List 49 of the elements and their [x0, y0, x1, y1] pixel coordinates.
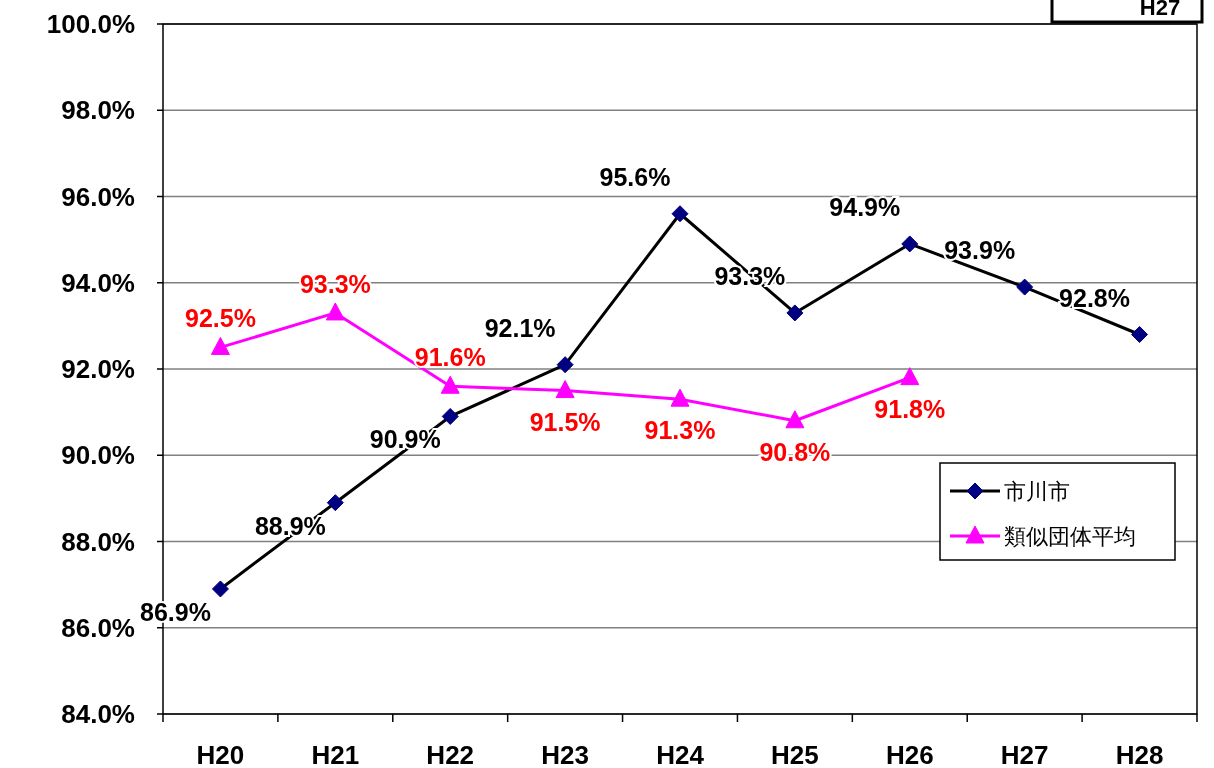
data-label: 92.1%: [484, 313, 556, 342]
legend-label: 類似団体平均: [1004, 524, 1136, 549]
y-tick-label: 92.0%: [61, 354, 135, 384]
y-tick-label: 90.0%: [61, 440, 135, 471]
x-tick-label: H24: [656, 740, 705, 768]
data-label: 90.8%: [759, 437, 831, 466]
point: [441, 407, 459, 425]
legend-label: 市川市: [1004, 479, 1070, 504]
point: [1016, 278, 1034, 296]
point: [671, 205, 689, 223]
point: [326, 494, 344, 512]
y-tick-label: 94.0%: [61, 267, 135, 298]
point: [440, 375, 460, 394]
point: [901, 235, 919, 253]
x-tick-label: H22: [426, 740, 475, 768]
y-tick-label: 86.0%: [61, 612, 135, 643]
y-tick-label: 100.0%: [46, 9, 135, 39]
point: [785, 410, 805, 429]
point: [210, 336, 230, 355]
x-tick-label: H28: [1115, 740, 1164, 768]
x-tick-label: H26: [885, 740, 934, 768]
point: [555, 380, 575, 399]
y-tick-label: 84.0%: [61, 699, 135, 729]
point: [670, 388, 690, 407]
x-tick-label: H21: [311, 740, 360, 768]
data-label: 95.6%: [599, 162, 671, 191]
x-tick-label: H25: [771, 740, 819, 768]
point: [900, 367, 920, 386]
data-label: 94.9%: [829, 192, 901, 221]
x-tick-label: H20: [196, 740, 245, 768]
y-tick-label: 96.0%: [61, 181, 135, 212]
data-label: 92.5%: [185, 304, 256, 333]
y-tick-label: 88.0%: [61, 526, 135, 557]
y-tick-label: 98.0%: [61, 95, 135, 126]
annotation: H27: [1050, 0, 1204, 24]
point: [211, 580, 229, 598]
data-label: 93.3%: [299, 269, 371, 298]
data-label: 91.6%: [414, 343, 486, 372]
data-label: 91.3%: [644, 416, 716, 445]
data-label: 91.8%: [874, 394, 946, 423]
x-tick-label: H27: [1000, 740, 1049, 768]
point: [1131, 326, 1149, 343]
point: [325, 302, 345, 321]
data-label: 92.8%: [1059, 283, 1130, 312]
data-label: 93.9%: [944, 236, 1016, 265]
point: [556, 356, 574, 374]
x-tick-label: H23: [541, 740, 589, 768]
point: [786, 304, 804, 322]
data-label: 91.5%: [529, 407, 601, 436]
